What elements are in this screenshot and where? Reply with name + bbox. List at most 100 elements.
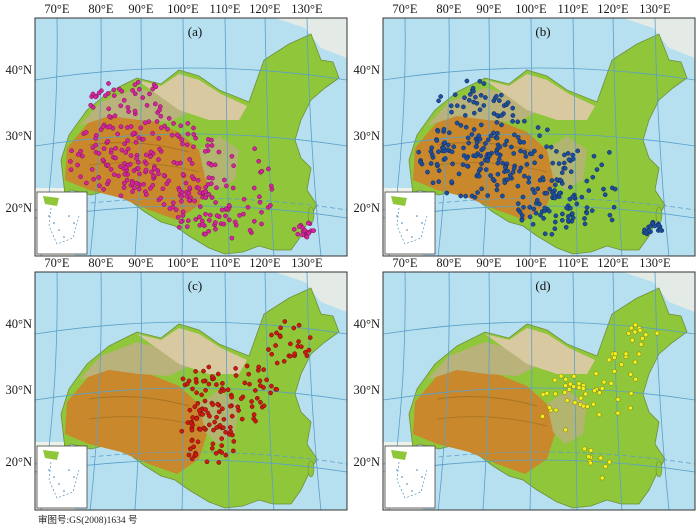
- station-marker: [428, 149, 434, 154]
- station-marker: [192, 198, 197, 204]
- longitude-label: 100°E: [167, 2, 199, 16]
- station-marker: [269, 383, 274, 389]
- station-marker: [219, 443, 225, 448]
- longitude-label: 70°E: [44, 2, 69, 16]
- longitude-label: 100°E: [515, 2, 547, 16]
- station-marker: [176, 224, 182, 230]
- station-marker: [204, 459, 210, 465]
- station-marker: [442, 140, 448, 145]
- station-marker: [190, 415, 196, 420]
- station-markers: [540, 322, 660, 481]
- station-marker: [541, 216, 546, 221]
- station-marker: [553, 407, 559, 413]
- station-marker: [558, 373, 564, 379]
- station-marker: [160, 186, 166, 192]
- station-marker: [247, 381, 252, 387]
- station-marker: [246, 371, 252, 377]
- station-marker: [478, 122, 484, 128]
- station-marker: [125, 146, 131, 152]
- station-marker: [535, 186, 541, 192]
- station-marker: [435, 128, 441, 134]
- station-marker: [266, 347, 271, 352]
- station-marker: [79, 153, 85, 159]
- station-marker: [535, 125, 541, 130]
- station-marker: [111, 172, 117, 177]
- panel-label-d: (d): [535, 278, 550, 293]
- station-marker: [125, 138, 130, 143]
- latitude-label: 40°N: [5, 63, 32, 77]
- station-marker: [187, 185, 193, 191]
- station-marker: [601, 186, 606, 192]
- station-marker: [206, 175, 212, 181]
- station-marker: [208, 181, 214, 186]
- station-marker: [107, 124, 113, 129]
- station-marker: [207, 413, 212, 419]
- station-marker: [473, 144, 479, 149]
- station-marker: [591, 153, 597, 159]
- station-marker: [532, 190, 537, 195]
- station-marker: [118, 193, 124, 199]
- station-marker: [552, 226, 558, 232]
- station-marker: [180, 141, 185, 147]
- latitude-label: 40°N: [353, 63, 380, 77]
- station-marker: [96, 90, 102, 96]
- station-marker: [590, 174, 596, 180]
- station-marker: [636, 351, 642, 357]
- station-marker: [68, 159, 73, 164]
- station-marker: [220, 406, 225, 412]
- longitude-label: 90°E: [128, 2, 153, 16]
- station-marker: [189, 161, 195, 166]
- station-marker: [560, 211, 565, 217]
- station-marker: [195, 439, 201, 445]
- station-marker: [123, 165, 129, 170]
- station-marker: [118, 103, 124, 109]
- longitude-label: 110°E: [558, 256, 589, 270]
- station-marker: [546, 208, 552, 214]
- station-marker: [202, 149, 208, 154]
- station-marker: [93, 142, 99, 148]
- station-marker: [545, 127, 550, 133]
- station-marker: [483, 167, 489, 172]
- station-marker: [483, 95, 488, 100]
- station-marker: [259, 168, 265, 174]
- station-marker: [194, 390, 199, 396]
- station-marker: [436, 179, 442, 184]
- longitude-label: 70°E: [392, 2, 417, 16]
- station-marker: [547, 405, 552, 411]
- station-marker: [90, 145, 96, 151]
- station-marker: [189, 174, 195, 179]
- station-marker: [229, 394, 235, 400]
- station-marker: [575, 148, 581, 154]
- station-marker: [185, 121, 191, 126]
- station-marker: [200, 221, 205, 227]
- station-marker: [238, 396, 244, 402]
- station-marker: [450, 161, 455, 167]
- station-marker: [582, 446, 587, 452]
- station-marker: [193, 135, 198, 141]
- station-marker: [449, 149, 455, 155]
- station-marker: [599, 386, 605, 391]
- station-marker: [199, 392, 204, 398]
- station-marker: [445, 142, 451, 148]
- station-marker: [178, 219, 184, 225]
- station-marker: [174, 161, 180, 166]
- station-marker: [637, 328, 643, 333]
- station-marker: [143, 192, 149, 198]
- station-marker: [255, 367, 261, 373]
- station-marker: [511, 151, 517, 156]
- station-marker: [563, 224, 569, 230]
- station-marker: [135, 166, 141, 171]
- station-marker: [471, 110, 477, 116]
- station-marker: [201, 368, 206, 374]
- station-marker: [594, 167, 600, 172]
- station-marker: [215, 401, 221, 407]
- station-marker: [206, 422, 212, 428]
- station-marker: [89, 167, 95, 172]
- station-marker: [599, 475, 605, 481]
- station-marker: [567, 205, 573, 211]
- station-marker: [509, 144, 514, 150]
- longitude-label: 110°E: [210, 2, 241, 16]
- station-marker: [201, 425, 207, 431]
- station-marker: [552, 377, 558, 383]
- station-marker: [532, 160, 537, 166]
